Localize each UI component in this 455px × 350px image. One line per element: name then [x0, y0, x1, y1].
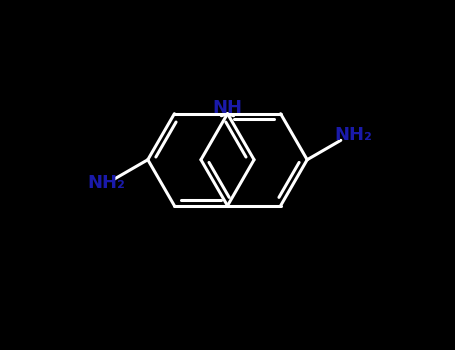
Text: NH₂: NH₂ [87, 174, 125, 192]
Text: NH: NH [212, 99, 243, 117]
Text: NH₂: NH₂ [334, 126, 372, 144]
